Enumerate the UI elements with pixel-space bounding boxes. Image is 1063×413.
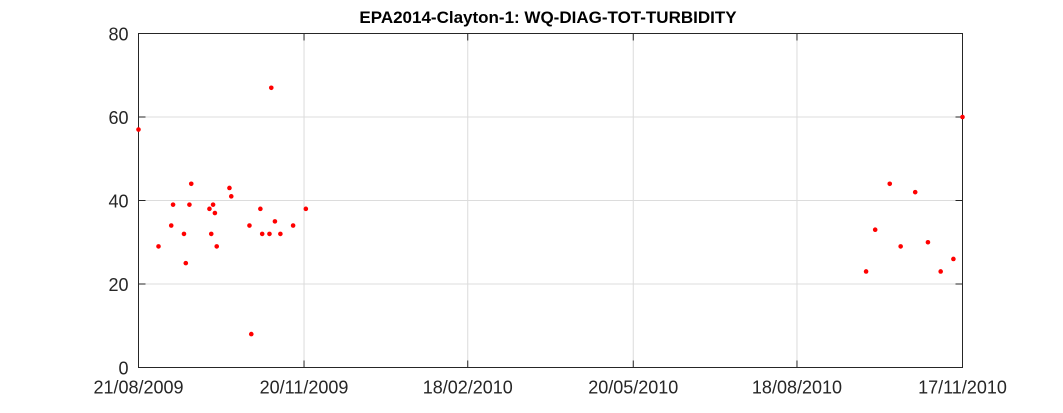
data-point bbox=[278, 232, 283, 237]
y-tick-label: 20 bbox=[108, 275, 128, 295]
data-point bbox=[229, 194, 234, 199]
data-point bbox=[187, 202, 192, 207]
axis-ticks: 21/08/2009 20/11/2009 18/02/2010 20/05/2010… bbox=[93, 25, 1006, 398]
data-point bbox=[213, 211, 218, 216]
data-point bbox=[136, 127, 141, 132]
data-point bbox=[913, 190, 918, 195]
data-point bbox=[214, 244, 219, 249]
data-point bbox=[260, 232, 265, 237]
data-point bbox=[291, 223, 296, 228]
y-tick-label: 0 bbox=[118, 359, 128, 379]
data-point bbox=[207, 207, 212, 212]
data-point bbox=[960, 115, 965, 120]
y-tick-label: 60 bbox=[108, 108, 128, 128]
data-point bbox=[156, 244, 161, 249]
data-point bbox=[938, 269, 943, 274]
chart-title: EPA2014-Clayton-1: WQ-DIAG-TOT-TURBIDITY bbox=[359, 8, 737, 27]
data-point bbox=[258, 207, 263, 212]
data-point bbox=[273, 219, 278, 224]
data-point bbox=[189, 182, 194, 187]
data-point bbox=[227, 186, 232, 191]
data-point bbox=[951, 257, 956, 262]
grid-lines bbox=[139, 34, 963, 368]
y-tick-label: 80 bbox=[108, 25, 128, 45]
data-points bbox=[136, 85, 965, 336]
data-point bbox=[171, 202, 176, 207]
data-point bbox=[304, 207, 309, 212]
x-tick-label: 20/11/2009 bbox=[260, 378, 349, 398]
data-point bbox=[267, 232, 272, 237]
data-point bbox=[249, 332, 254, 337]
data-point bbox=[269, 85, 274, 90]
data-point bbox=[211, 202, 216, 207]
data-point bbox=[898, 244, 903, 249]
data-point bbox=[873, 227, 878, 232]
x-tick-label: 18/02/2010 bbox=[423, 378, 513, 398]
data-point bbox=[864, 269, 869, 274]
x-tick-label: 18/08/2010 bbox=[752, 378, 842, 398]
data-point bbox=[887, 182, 892, 187]
x-tick-label: 17/11/2010 bbox=[918, 378, 1007, 398]
data-point bbox=[926, 240, 931, 245]
data-point bbox=[183, 261, 188, 266]
data-point bbox=[182, 232, 187, 237]
x-tick-label: 21/08/2009 bbox=[93, 378, 183, 398]
y-tick-label: 40 bbox=[108, 192, 128, 212]
data-point bbox=[209, 232, 214, 237]
data-point bbox=[247, 223, 252, 228]
x-tick-label: 20/05/2010 bbox=[588, 378, 678, 398]
data-point bbox=[169, 223, 174, 228]
